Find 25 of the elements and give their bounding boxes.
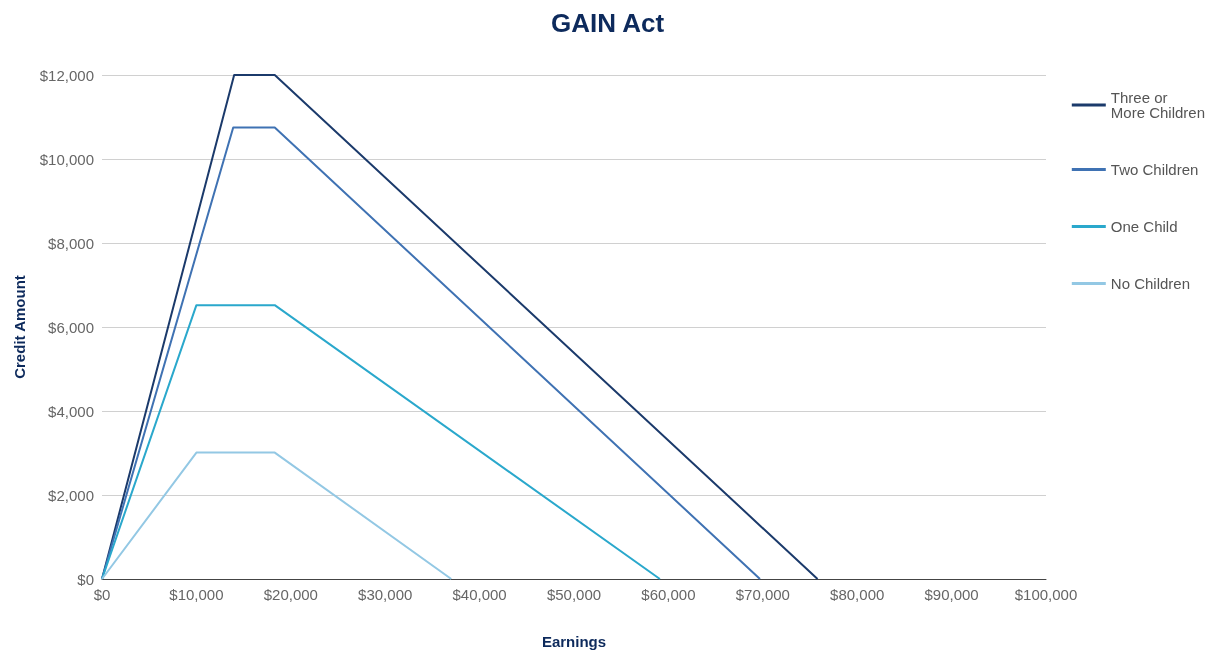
x-tick-label: $50,000 (546, 586, 602, 603)
x-tick-label: $30,000 (358, 586, 413, 603)
x-tick-label: $20,000 (263, 586, 318, 603)
legend-label: One Child (1110, 218, 1178, 235)
x-tick-label: $40,000 (452, 586, 507, 603)
chart-title: GAIN Act (550, 8, 665, 38)
x-tick-label: $90,000 (924, 586, 979, 603)
y-axis-title: Credit Amount (11, 275, 28, 379)
x-tick-label: $10,000 (169, 586, 224, 603)
legend-label: No Children (1110, 275, 1191, 292)
y-tick-label: $10,000 (39, 150, 94, 168)
x-tick-label: $100,000 (1014, 586, 1078, 603)
y-tick-label: $8,000 (48, 234, 94, 252)
x-tick-label: $60,000 (641, 586, 696, 603)
y-tick-label: $0 (77, 570, 94, 588)
legend-label: Three or More Children (1110, 89, 1206, 121)
y-tick-label: $4,000 (48, 402, 94, 420)
y-tick-label: $12,000 (39, 66, 94, 84)
y-tick-label: $6,000 (48, 318, 94, 336)
y-tick-label: $2,000 (48, 486, 94, 504)
x-tick-label: $0 (93, 586, 111, 603)
x-tick-label: $70,000 (735, 586, 790, 603)
legend-label: Two Children (1110, 161, 1199, 178)
x-axis-title: Earnings (541, 633, 607, 650)
x-tick-label: $80,000 (830, 586, 885, 603)
